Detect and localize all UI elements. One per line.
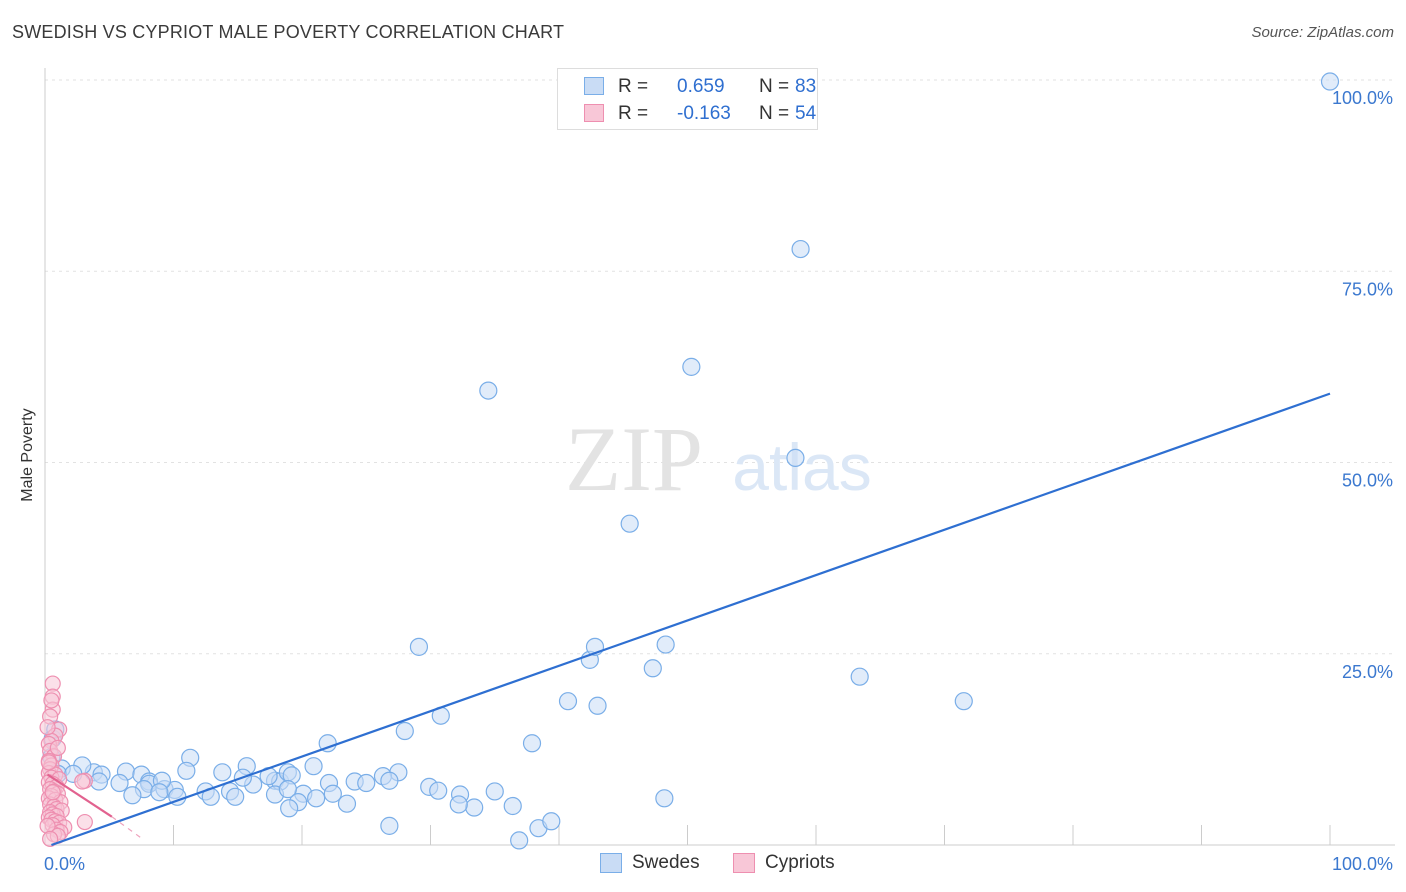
watermark-zip: ZIP — [565, 408, 703, 510]
point-swedes — [522, 734, 542, 753]
point-swedes — [123, 786, 142, 805]
point-swedes — [542, 812, 561, 831]
source-label: Source: ZipAtlas.com — [1251, 24, 1394, 41]
point-cypriots — [74, 773, 91, 790]
trend-line-swedes — [51, 392, 1331, 847]
point-swedes — [307, 789, 326, 808]
point-cypriots — [76, 813, 93, 831]
point-swedes — [558, 692, 578, 711]
tick-labels: 25.0% 50.0% 75.0% 100.0% 0.0% 100.0% — [44, 88, 1393, 874]
point-cypriots — [44, 784, 61, 801]
y-tick-label: 25.0% — [1342, 662, 1393, 682]
point-swedes — [304, 757, 323, 776]
n-label: N = — [759, 103, 790, 124]
point-swedes — [791, 239, 810, 259]
cypriots-swatch — [584, 104, 604, 122]
watermark-atlas: atlas — [732, 430, 871, 504]
point-swedes — [278, 780, 297, 799]
point-swedes — [1320, 72, 1340, 91]
y-tick-label: 100.0% — [1332, 88, 1393, 108]
point-swedes — [786, 448, 805, 468]
point-swedes — [409, 637, 429, 656]
x-tick-label: 0.0% — [44, 854, 85, 874]
r-label: R = — [618, 76, 649, 97]
point-swedes — [465, 798, 484, 817]
swedes-legend-swatch — [600, 853, 622, 873]
gridlines — [45, 79, 1395, 655]
cypriots-n-value: 54 — [795, 103, 817, 124]
series-swedes — [42, 72, 1340, 850]
point-swedes — [954, 692, 973, 711]
axes — [44, 68, 1395, 846]
cypriots-legend-swatch — [733, 853, 755, 873]
data-points — [39, 72, 1340, 850]
point-swedes — [177, 761, 196, 780]
point-swedes — [89, 772, 109, 791]
point-swedes — [213, 763, 232, 782]
point-swedes — [449, 795, 468, 814]
point-swedes — [643, 659, 662, 678]
point-swedes — [150, 783, 169, 802]
series-legend: Swedes Cypriots — [0, 852, 1406, 878]
point-swedes — [280, 799, 299, 818]
point-swedes — [395, 721, 414, 741]
point-swedes — [380, 816, 399, 835]
point-cypriots — [39, 719, 56, 736]
point-swedes — [429, 781, 448, 800]
point-swedes — [656, 635, 675, 654]
r-label: R = — [618, 103, 649, 124]
swedes-r-value: 0.659 — [677, 76, 725, 97]
cypriots-r-value: -0.163 — [677, 103, 731, 124]
point-swedes — [226, 787, 245, 806]
correlation-legend: R = 0.659 N = 83 R = -0.163 N = 54 — [557, 68, 818, 130]
watermark: ZIP atlas — [565, 408, 872, 510]
point-swedes — [479, 381, 498, 400]
point-swedes — [510, 831, 529, 850]
point-swedes — [110, 773, 129, 793]
x-tick-label: 100.0% — [1332, 854, 1393, 874]
point-swedes — [620, 514, 639, 533]
cypriots-legend-label: Cypriots — [765, 852, 835, 873]
point-cypriots — [49, 739, 66, 756]
trend-lines — [46, 392, 1331, 847]
point-swedes — [485, 782, 504, 801]
swedes-legend-label: Swedes — [632, 852, 700, 873]
point-swedes — [337, 794, 357, 813]
point-cypriots — [40, 754, 57, 771]
point-cypriots — [42, 830, 59, 847]
n-label: N = — [759, 76, 790, 97]
y-tick-label: 50.0% — [1342, 471, 1393, 491]
point-swedes — [682, 357, 701, 376]
y-tick-label: 75.0% — [1342, 279, 1393, 299]
swedes-n-value: 83 — [795, 76, 817, 97]
point-swedes — [588, 696, 607, 715]
series-cypriots — [39, 675, 93, 847]
point-swedes — [503, 796, 522, 816]
point-swedes — [357, 773, 376, 793]
point-cypriots — [43, 692, 60, 709]
swedes-swatch — [584, 77, 604, 95]
point-swedes — [323, 784, 342, 803]
point-swedes — [655, 789, 674, 808]
point-swedes — [318, 734, 337, 753]
trend-line-cypriots — [46, 773, 113, 818]
point-swedes — [850, 667, 869, 686]
chart-title: SWEDISH VS CYPRIOT MALE POVERTY CORRELAT… — [12, 22, 565, 42]
point-swedes — [380, 771, 399, 790]
trend-extension-cypriots — [111, 816, 142, 839]
